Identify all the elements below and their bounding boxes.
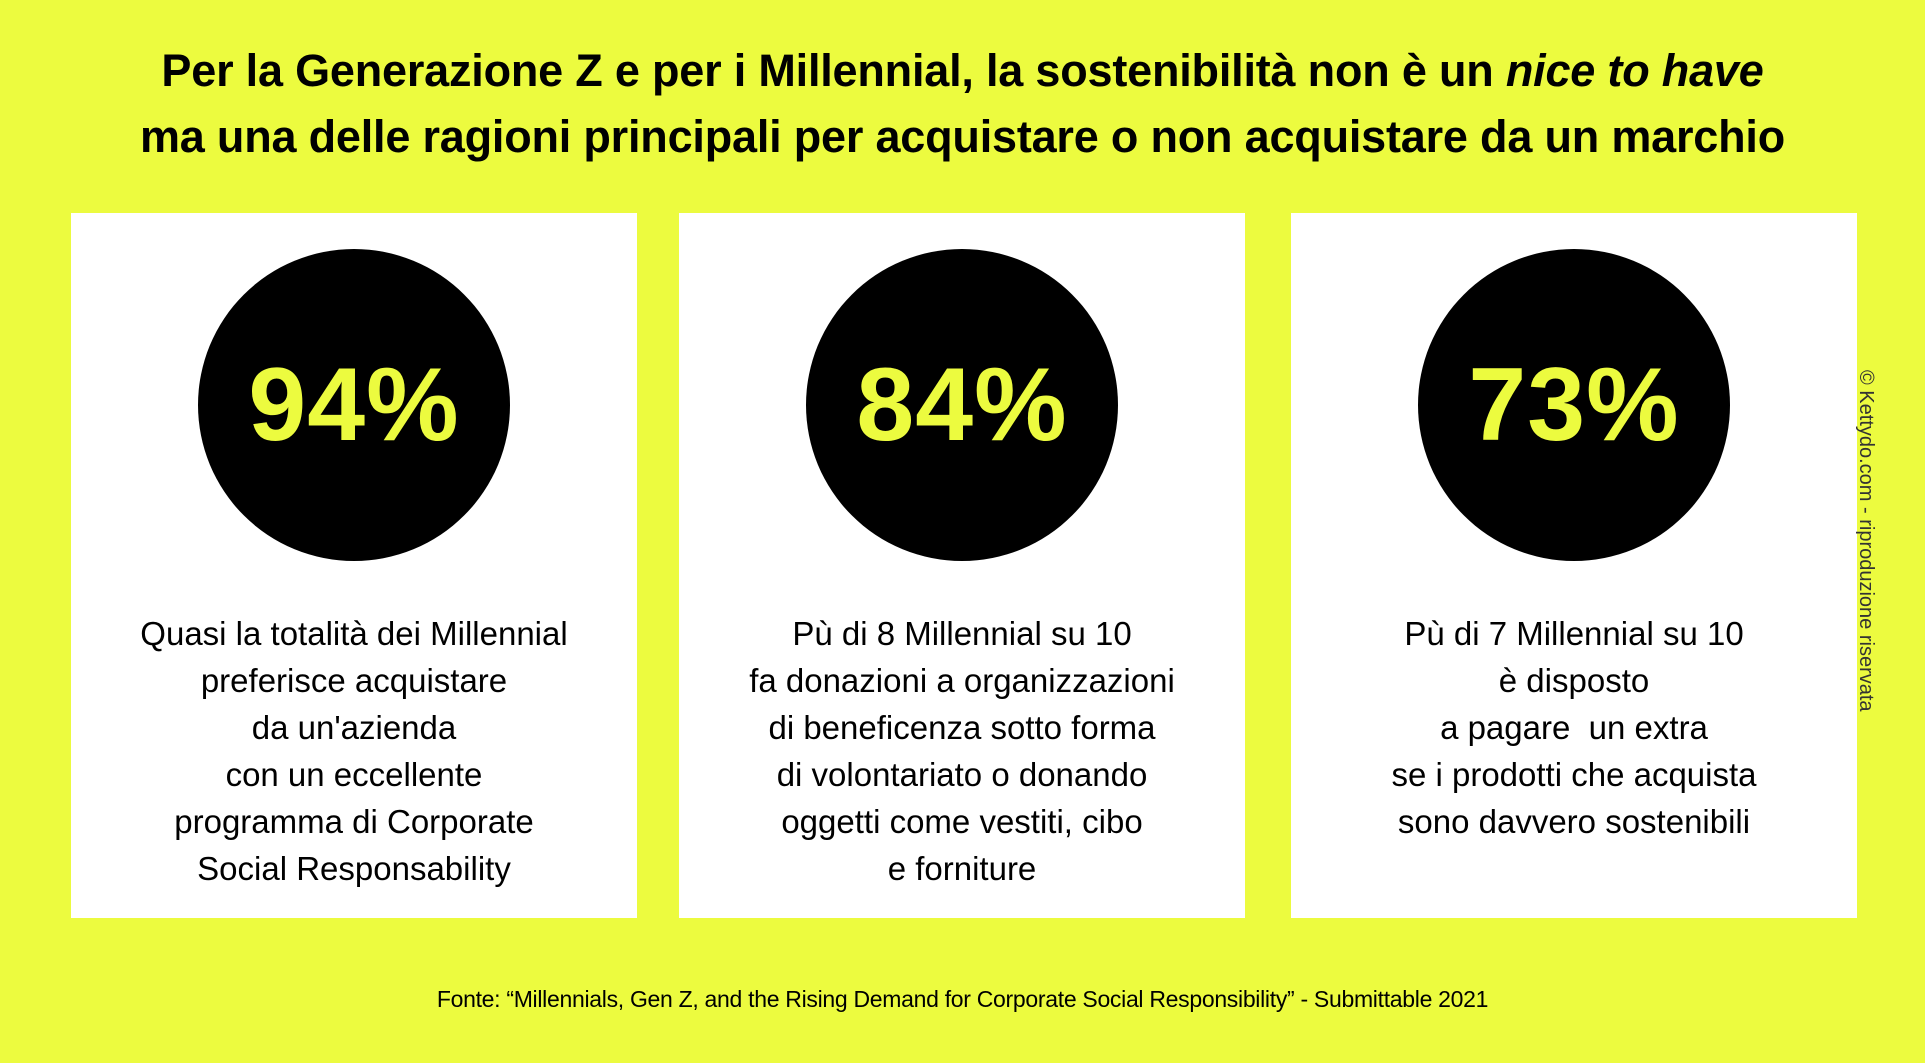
stat-value: 73% bbox=[1468, 347, 1680, 463]
stat-description: Pù di 7 Millennial su 10 è disposto a pa… bbox=[1291, 610, 1857, 845]
copyright-notice: © Kettydo.com - riproduzione riservata bbox=[1855, 370, 1877, 712]
description-line: di beneficenza sotto forma bbox=[768, 709, 1156, 746]
description-line: preferisce acquistare bbox=[200, 662, 508, 699]
stat-description: Pù di 8 Millennial su 10 fa donazioni a … bbox=[679, 610, 1245, 892]
headline-line-1-text: Per la Generazione Z e per i Millennial,… bbox=[161, 45, 1506, 96]
stat-circle: 84% bbox=[806, 249, 1118, 561]
source-citation: Fonte: “Millennials, Gen Z, and the Risi… bbox=[436, 986, 1489, 1012]
headline-line-2: ma una delle ragioni principali per acqu… bbox=[139, 111, 1785, 162]
headline: Per la Generazione Z e per i Millennial,… bbox=[0, 38, 1925, 170]
description-line: di volontariato o donando bbox=[776, 756, 1148, 793]
stat-card-3: 73% Pù di 7 Millennial su 10 è disposto … bbox=[1291, 213, 1857, 918]
headline-emphasis: nice to have bbox=[1505, 45, 1764, 96]
description-line: Pù di 7 Millennial su 10 bbox=[1404, 615, 1744, 652]
description-line: Social Responsability bbox=[197, 850, 511, 887]
description-line: oggetti come vestiti, cibo bbox=[781, 803, 1143, 840]
description-line: con un eccellente bbox=[225, 756, 483, 793]
stat-card-2: 84% Pù di 8 Millennial su 10 fa donazion… bbox=[679, 213, 1245, 918]
description-line: a pagare un extra bbox=[1440, 709, 1708, 746]
description-line: Quasi la totalità dei Millennial bbox=[140, 615, 568, 652]
description-line: da un'azienda bbox=[251, 709, 457, 746]
stat-circle: 73% bbox=[1418, 249, 1730, 561]
headline-line-1: Per la Generazione Z e per i Millennial,… bbox=[0, 38, 1925, 104]
description-line: fa donazioni a organizzazioni bbox=[749, 662, 1175, 699]
stat-circle: 94% bbox=[198, 249, 510, 561]
description-line: è disposto bbox=[1498, 662, 1650, 699]
stat-description: Quasi la totalità dei Millennial preferi… bbox=[71, 610, 637, 892]
stat-card-1: 94% Quasi la totalità dei Millennial pre… bbox=[71, 213, 637, 918]
description-line: e forniture bbox=[887, 850, 1037, 887]
description-line: se i prodotti che acquista bbox=[1391, 756, 1757, 793]
description-line: Pù di 8 Millennial su 10 bbox=[792, 615, 1132, 652]
stat-value: 94% bbox=[248, 347, 460, 463]
description-line: sono davvero sostenibili bbox=[1397, 803, 1751, 840]
stat-value: 84% bbox=[856, 347, 1068, 463]
description-line: programma di Corporate bbox=[174, 803, 534, 840]
